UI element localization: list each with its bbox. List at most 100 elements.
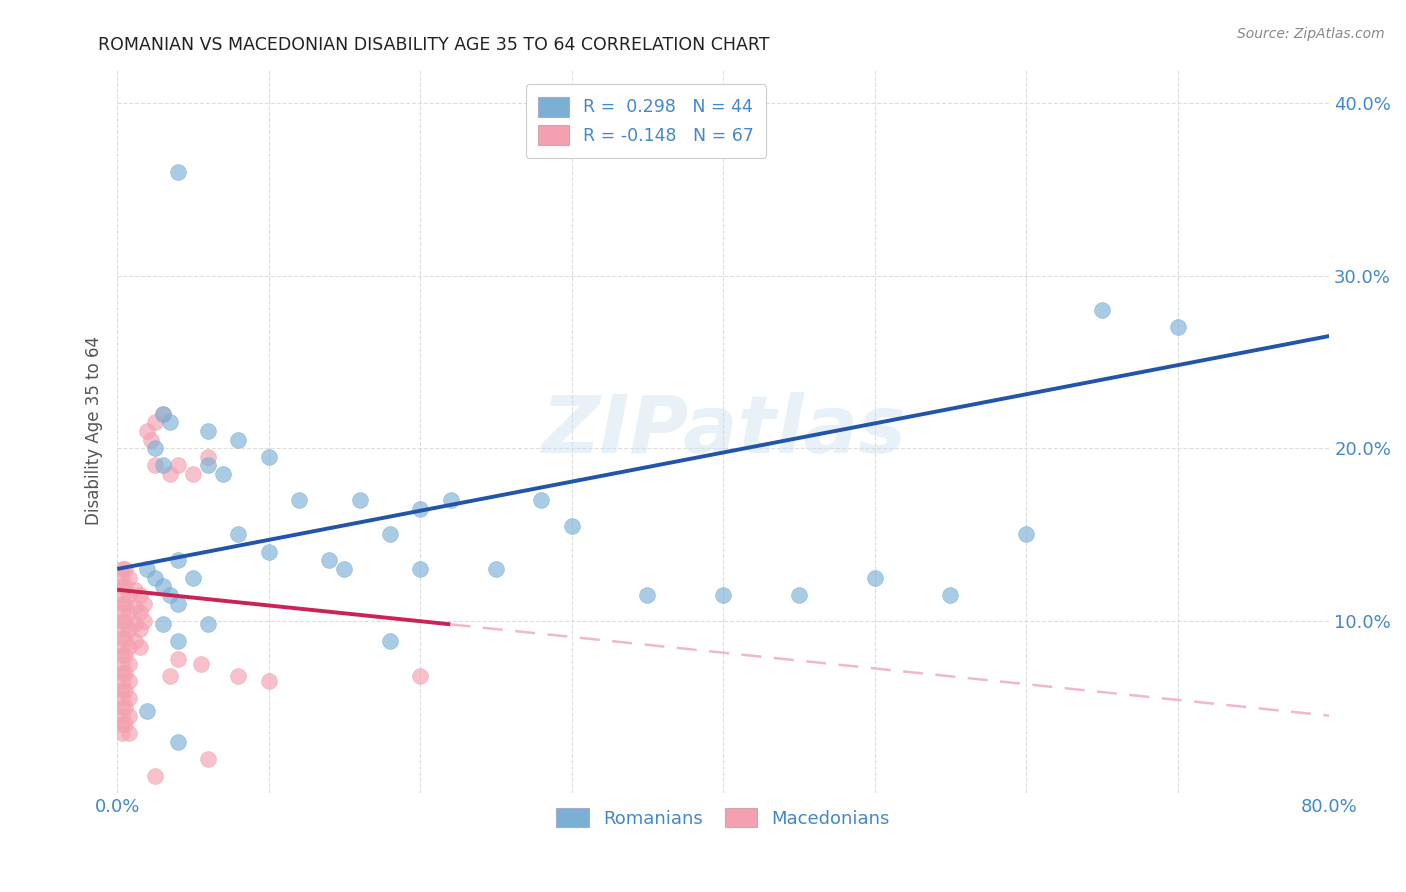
- Point: [124, 599, 146, 614]
- Point: [136, 562, 159, 576]
- Point: [129, 640, 152, 654]
- Point: [136, 704, 159, 718]
- Point: [114, 665, 136, 680]
- Point: [114, 614, 136, 628]
- Point: [485, 562, 508, 576]
- Point: [530, 492, 553, 507]
- Point: [111, 571, 134, 585]
- Point: [111, 648, 134, 663]
- Point: [288, 492, 311, 507]
- Text: ZIPatlas: ZIPatlas: [541, 392, 905, 470]
- Point: [1091, 303, 1114, 318]
- Point: [118, 623, 141, 637]
- Point: [711, 588, 734, 602]
- Point: [118, 726, 141, 740]
- Point: [111, 674, 134, 689]
- Point: [114, 579, 136, 593]
- Legend: Romanians, Macedonians: Romanians, Macedonians: [550, 801, 897, 835]
- Point: [111, 631, 134, 645]
- Point: [111, 700, 134, 714]
- Point: [129, 588, 152, 602]
- Point: [197, 617, 219, 632]
- Point: [349, 492, 371, 507]
- Point: [114, 682, 136, 697]
- Point: [257, 674, 280, 689]
- Point: [143, 571, 166, 585]
- Point: [409, 501, 432, 516]
- Point: [166, 553, 188, 567]
- Point: [111, 640, 134, 654]
- Point: [378, 634, 401, 648]
- Point: [111, 588, 134, 602]
- Point: [166, 458, 188, 473]
- Point: [159, 669, 181, 683]
- Point: [124, 634, 146, 648]
- Point: [197, 752, 219, 766]
- Point: [111, 665, 134, 680]
- Point: [114, 562, 136, 576]
- Point: [139, 433, 162, 447]
- Point: [561, 519, 583, 533]
- Point: [228, 669, 250, 683]
- Point: [197, 458, 219, 473]
- Point: [118, 605, 141, 619]
- Point: [114, 700, 136, 714]
- Point: [166, 634, 188, 648]
- Point: [166, 597, 188, 611]
- Point: [111, 682, 134, 697]
- Point: [181, 571, 204, 585]
- Point: [111, 579, 134, 593]
- Point: [118, 708, 141, 723]
- Point: [159, 415, 181, 429]
- Point: [111, 691, 134, 706]
- Point: [409, 669, 432, 683]
- Point: [637, 588, 659, 602]
- Point: [318, 553, 340, 567]
- Point: [1167, 320, 1189, 334]
- Point: [152, 458, 174, 473]
- Point: [190, 657, 212, 671]
- Point: [197, 424, 219, 438]
- Point: [152, 617, 174, 632]
- Point: [118, 674, 141, 689]
- Point: [134, 614, 156, 628]
- Point: [111, 597, 134, 611]
- Point: [111, 605, 134, 619]
- Point: [166, 165, 188, 179]
- Point: [152, 407, 174, 421]
- Point: [143, 441, 166, 455]
- Point: [129, 605, 152, 619]
- Point: [118, 691, 141, 706]
- Point: [166, 651, 188, 665]
- Point: [409, 562, 432, 576]
- Point: [111, 657, 134, 671]
- Point: [333, 562, 356, 576]
- Point: [166, 734, 188, 748]
- Point: [181, 467, 204, 481]
- Point: [118, 657, 141, 671]
- Point: [134, 597, 156, 611]
- Text: ROMANIAN VS MACEDONIAN DISABILITY AGE 35 TO 64 CORRELATION CHART: ROMANIAN VS MACEDONIAN DISABILITY AGE 35…: [98, 36, 770, 54]
- Point: [111, 562, 134, 576]
- Point: [114, 597, 136, 611]
- Point: [129, 623, 152, 637]
- Point: [111, 726, 134, 740]
- Point: [257, 545, 280, 559]
- Point: [159, 588, 181, 602]
- Point: [111, 708, 134, 723]
- Point: [124, 582, 146, 597]
- Point: [111, 717, 134, 731]
- Point: [439, 492, 461, 507]
- Point: [228, 527, 250, 541]
- Y-axis label: Disability Age 35 to 64: Disability Age 35 to 64: [86, 336, 103, 525]
- Point: [378, 527, 401, 541]
- Point: [939, 588, 962, 602]
- Point: [152, 407, 174, 421]
- Point: [228, 433, 250, 447]
- Point: [118, 640, 141, 654]
- Point: [114, 717, 136, 731]
- Point: [111, 623, 134, 637]
- Point: [136, 424, 159, 438]
- Point: [863, 571, 886, 585]
- Point: [212, 467, 235, 481]
